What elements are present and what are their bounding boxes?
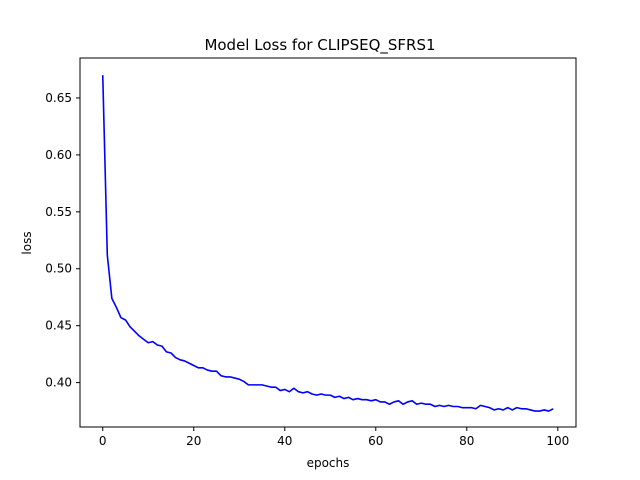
x-tick-label: 20	[186, 434, 201, 448]
x-axis: 0 20 40 60 80 100	[99, 427, 569, 448]
y-tick-label: 0.50	[45, 262, 72, 276]
plot-area	[101, 75, 554, 412]
x-tick-label: 0	[99, 434, 107, 448]
y-axis: 0.40 0.45 0.50 0.55 0.60 0.65	[45, 91, 80, 390]
y-tick-label: 0.65	[45, 91, 72, 105]
x-axis-label: epochs	[307, 456, 350, 470]
loss-line-series-0	[101, 75, 554, 412]
y-tick-label: 0.40	[45, 376, 72, 390]
y-tick-label: 0.60	[45, 148, 72, 162]
plot-frame	[79, 57, 577, 428]
y-axis-label: loss	[20, 231, 34, 254]
x-tick-label: 80	[459, 434, 474, 448]
y-tick-label: 0.55	[45, 205, 72, 219]
x-tick-label: 100	[546, 434, 569, 448]
chart-title: Model Loss for CLIPSEQ_SFRS1	[204, 36, 435, 55]
x-tick-label: 60	[368, 434, 383, 448]
y-tick-label: 0.45	[45, 319, 72, 333]
x-tick-label: 40	[277, 434, 292, 448]
